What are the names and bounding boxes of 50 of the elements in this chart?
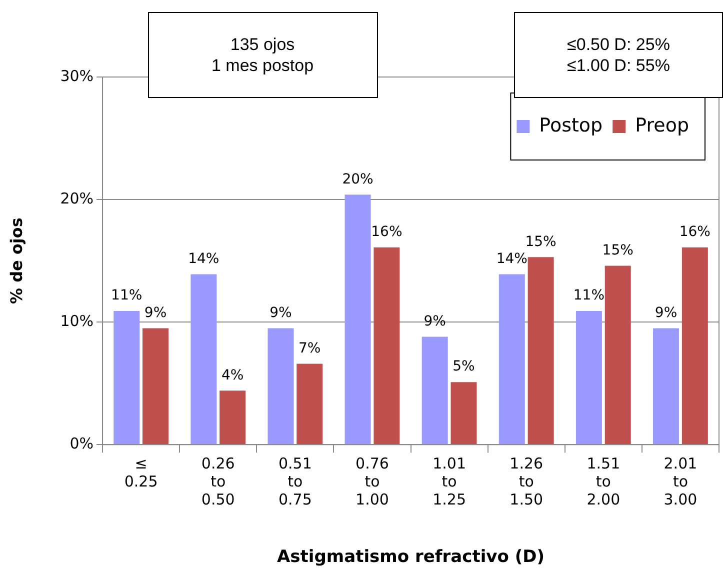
- bar: [374, 247, 400, 444]
- data-label: 11%: [111, 288, 142, 304]
- bar: [422, 336, 448, 444]
- y-tick-label: 20%: [60, 189, 94, 208]
- data-label: 15%: [525, 234, 556, 250]
- x-tick-label: 1.26 to 1.50: [510, 454, 544, 508]
- data-label: 14%: [188, 250, 220, 267]
- data-label: 11%: [573, 288, 605, 304]
- y-tick-label: 10%: [60, 312, 94, 330]
- data-label: 20%: [342, 171, 374, 188]
- bar: [268, 328, 294, 444]
- bar: [498, 274, 525, 444]
- x-tick-label: 0.51 to 0.75: [278, 454, 312, 508]
- x-tick-label: 1.01 to 1.25: [432, 454, 466, 508]
- x-tick-label: ≤ 0.25: [124, 454, 158, 490]
- y-axis-title: % de ojos: [6, 218, 26, 304]
- text-box: 135 ojos 1 mes postop: [148, 12, 378, 98]
- x-tick-label: 0.76 to 1.00: [356, 454, 389, 508]
- data-label: 15%: [602, 242, 634, 258]
- data-label: 14%: [496, 250, 528, 267]
- bar: [450, 382, 477, 444]
- bar: [576, 311, 602, 444]
- bar: [142, 328, 169, 444]
- legend-label: Preop: [635, 114, 690, 136]
- bar: [528, 257, 554, 444]
- legend-label: Postop: [539, 114, 603, 136]
- x-tick-label: 0.26 to 0.50: [201, 454, 235, 508]
- text-box: ≤0.50 D: 25% ≤1.00 D: 55%: [514, 12, 723, 98]
- y-tick-label: 30%: [60, 66, 94, 85]
- bar: [190, 274, 217, 444]
- data-label: 9%: [654, 304, 678, 321]
- data-label: 9%: [270, 304, 292, 321]
- bar: [653, 328, 680, 444]
- data-label: 4%: [221, 367, 244, 384]
- data-label: 7%: [298, 340, 321, 356]
- x-axis-title: Astigmatismo refractivo (D): [277, 547, 545, 568]
- bar: [682, 247, 708, 444]
- bar: [604, 266, 631, 444]
- bar: [220, 390, 246, 444]
- bar: [344, 194, 371, 444]
- x-tick-label: 2.01 to 3.00: [664, 454, 698, 508]
- y-tick-label: 0%: [70, 434, 94, 452]
- bar: [114, 311, 140, 444]
- data-label: 9%: [144, 304, 167, 321]
- data-label: 16%: [371, 224, 402, 240]
- data-label: 16%: [679, 224, 710, 240]
- data-label: 5%: [452, 358, 475, 375]
- x-tick-label: 1.51 to 2.00: [586, 454, 620, 508]
- data-label: 9%: [424, 313, 446, 330]
- bar: [296, 364, 323, 444]
